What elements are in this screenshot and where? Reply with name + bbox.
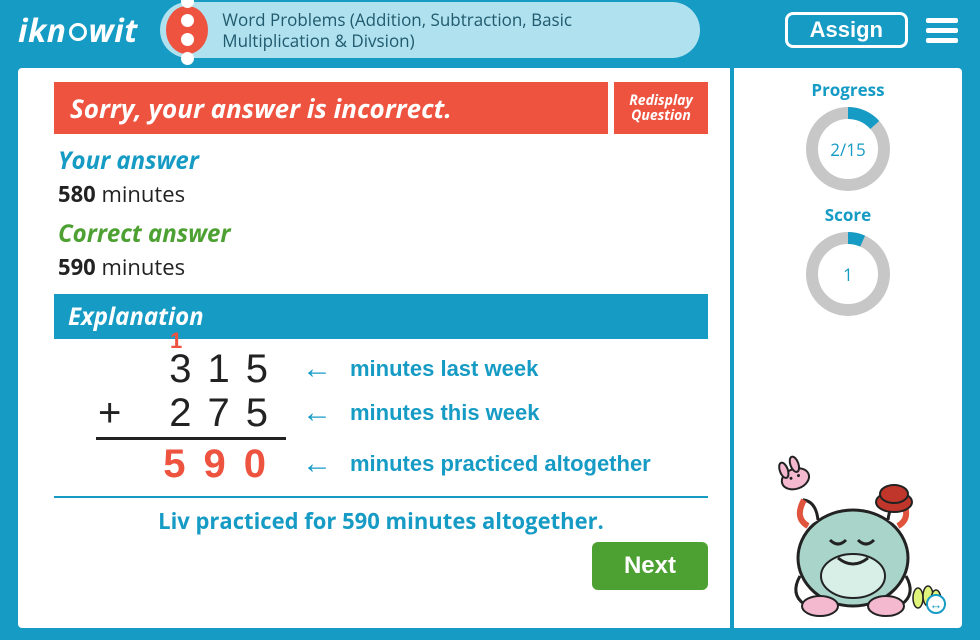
correct-answer-value: 590 minutes [58,250,704,290]
progress-ring: 2/15 [802,103,894,195]
conclusion-text: Liv practiced for 590 minutes altogether… [54,506,708,536]
main-panel: Sorry, your answer is incorrect. Redispl… [18,68,730,628]
sum-result: 590 [54,442,284,486]
topic-title: Word Problems (Addition, Subtraction, Ba… [222,9,674,52]
explanation-heading: Explanation [54,294,708,339]
addend-1: 1 315 [54,347,284,391]
score-label: Score [825,203,871,226]
your-answer-value: 580 minutes [58,177,704,217]
feedback-message: Sorry, your answer is incorrect. [54,82,608,134]
swap-character-icon[interactable]: ↔ [926,594,946,614]
carry-digit: 1 [170,329,182,353]
addend-2: + 275 [54,391,284,435]
your-answer-label: Your answer [58,144,704,177]
sidebar: Progress 2/15 Score 1 [730,68,962,628]
header: iknwit Word Problems (Addition, Subtract… [0,0,980,60]
topic-pill: Word Problems (Addition, Subtraction, Ba… [160,2,700,58]
redisplay-button[interactable]: Redisplay Question [614,82,708,134]
assign-button[interactable]: Assign [785,12,908,48]
arrow-icon: ← [302,396,332,430]
correct-answer-label: Correct answer [58,217,704,250]
level-badge-icon [166,6,208,54]
sum-rule [96,437,286,440]
worked-solution: 1 315 ← minutes last week + 275 ← minute… [54,339,708,536]
sum-label: minutes practiced altogether [350,451,651,477]
arrow-icon: ← [302,352,332,386]
addend-1-label: minutes last week [350,356,538,382]
logo[interactable]: iknwit [10,9,138,52]
addend-2-label: minutes this week [350,400,540,426]
score-ring: 1 [802,228,894,320]
next-button[interactable]: Next [592,542,708,590]
plus-icon: + [98,391,121,435]
progress-label: Progress [811,78,884,101]
mascot: ↔ [748,448,948,618]
progress-text: 2/15 [802,103,894,195]
arrow-icon: ← [302,447,332,481]
menu-icon[interactable] [926,13,958,48]
divider [54,496,708,498]
score-text: 1 [802,228,894,320]
logo-o-icon [69,23,87,41]
